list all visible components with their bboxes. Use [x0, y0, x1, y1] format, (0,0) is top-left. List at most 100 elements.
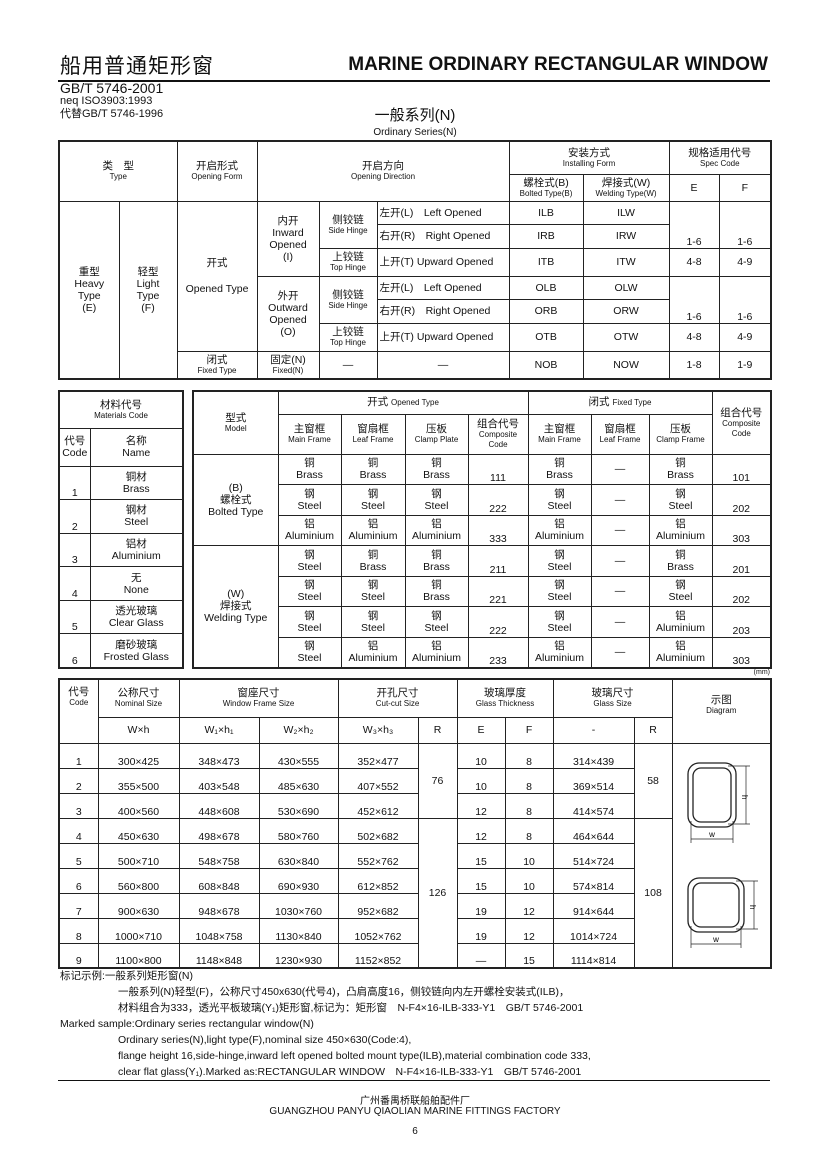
- code-irb: IRB: [508, 223, 584, 249]
- material-code: 3: [58, 532, 91, 568]
- dir-right: 右开(R) Right Opened: [376, 298, 510, 324]
- size-cell: 15: [456, 867, 506, 894]
- cell-text: 上铰链: [332, 326, 364, 338]
- material-row: 4 无 None: [58, 566, 184, 601]
- size-cell: 19: [456, 917, 506, 944]
- material-cn: 铝: [431, 640, 442, 652]
- cell-text: 重型: [78, 265, 100, 278]
- composite-code: 222: [467, 606, 529, 638]
- size-cell: 1100×800: [97, 942, 180, 969]
- cell-text: 固定(N): [270, 353, 306, 366]
- material-cn: 铜: [431, 457, 442, 470]
- size-cell: 5: [58, 842, 99, 869]
- fixed-type: 闭式 Fixed Type: [176, 350, 258, 380]
- size-cell: 574×814: [552, 867, 635, 894]
- material-en: Brass: [296, 469, 323, 482]
- side-hinge: 侧铰链 Side Hinge: [318, 275, 378, 324]
- material-cell: 铝 Aluminium: [404, 636, 469, 668]
- material-en: Steel: [297, 621, 322, 634]
- cell-text: Spec Code: [699, 158, 740, 168]
- material-en: Steel: [297, 499, 322, 512]
- size-cell: 498×678: [178, 817, 260, 844]
- size-cell: 630×840: [258, 842, 339, 869]
- header-leaf-frame: 窗扇框 Leaf Frame: [340, 413, 406, 455]
- material-name-en: Steel: [124, 516, 149, 529]
- size-row: 5 500×710 548×758 630×840 552×762 15 10 514×724: [58, 842, 771, 869]
- header-opening-direction: 开启方向 Opening Direction: [256, 140, 510, 202]
- cell-text: 示图: [710, 694, 732, 706]
- material-name: 铜材 Brass: [89, 465, 184, 501]
- cell-text: [687, 762, 737, 828]
- size-cell: 407×552: [337, 767, 419, 794]
- material-en: Steel: [361, 591, 385, 604]
- cell-text: 材料代号: [100, 398, 142, 411]
- size-cell: 608×848: [178, 867, 260, 894]
- size-row: 9 1100×800 1148×848 1230×930 1152×852 —15 1114…: [58, 942, 771, 969]
- title-en: MARINE ORDINARY RECTANGULAR WINDOW: [348, 54, 768, 75]
- header-opening-form: 开启形式 Opening Form: [176, 140, 258, 202]
- material-en: Steel: [361, 499, 385, 512]
- material-cell: 钢 Steel: [277, 575, 342, 607]
- cell-text: Composite Code: [478, 430, 518, 449]
- cell-text: [687, 877, 745, 933]
- cell-text: 侧铰链: [332, 213, 364, 226]
- series-en: Ordinary Series(N): [373, 127, 457, 138]
- header-diagram: 示图 Diagram: [671, 678, 772, 744]
- material-cell: 铜 Brass: [404, 453, 469, 485]
- size-cell: 690×930: [258, 867, 339, 894]
- cell-text: Type: [136, 289, 160, 302]
- size-cell: 1130×840: [258, 917, 339, 944]
- size-cell: 2: [58, 767, 99, 794]
- model-bolted-text: 螺栓式: [220, 493, 252, 506]
- dash: —: [590, 453, 650, 485]
- cell-text: Glass Thickness: [475, 699, 535, 709]
- note-line: clear flat glass(Y₁).Marked as:RECTANGUL…: [118, 1066, 582, 1078]
- material-cell: 钢 Steel: [340, 484, 406, 516]
- material-cn: 铜: [431, 579, 442, 592]
- cell-text: 开孔尺寸: [376, 687, 419, 700]
- size-cell: 10: [504, 867, 554, 894]
- subheader-cell: W₃×h₃: [337, 716, 419, 744]
- material-row: 3 铝材 Aluminium: [58, 532, 184, 568]
- material-cn: 铝: [431, 518, 442, 531]
- header-thickness: 玻璃厚度 Glass Thickness: [456, 678, 554, 718]
- dir-left: 左开(L) Left Opened: [376, 275, 510, 300]
- size-cell: 1030×760: [258, 892, 339, 919]
- material-cn: 钢: [304, 548, 315, 561]
- code-olb: OLB: [508, 275, 584, 300]
- material-code: 4: [58, 566, 91, 601]
- spec-f: 4-9: [718, 322, 772, 352]
- model-welding: (W) 焊接式 Welding Type: [192, 545, 279, 668]
- model-welding-text: 焊接式: [220, 600, 252, 613]
- material-cn: 钢: [554, 548, 565, 561]
- size-cell: 348×473: [178, 742, 260, 769]
- material-cell: 钢 Steel: [527, 606, 592, 638]
- opened-type: 开式 Opened Type: [176, 200, 258, 352]
- fixed-n: 固定(N) Fixed(N): [256, 350, 320, 380]
- cell-text: Leaf Frame: [599, 435, 641, 444]
- dash: —: [590, 636, 650, 668]
- size-cell: 314×439: [552, 742, 635, 769]
- material-cn: 钢: [554, 609, 565, 622]
- diagram-cell: w h w h: [671, 742, 772, 969]
- std-replaces: 代替GB/T 5746-1996: [60, 108, 164, 120]
- dash: —: [590, 545, 650, 577]
- material-cell: 铝 Aluminium: [527, 514, 592, 546]
- size-row: 8 1000×710 1048×758 1130×840 1052×762 19 12 101…: [58, 917, 771, 944]
- size-cell: 448×608: [178, 792, 260, 819]
- size-cell: 355×500: [97, 767, 180, 794]
- material-en: Aluminium: [284, 530, 334, 543]
- material-en: Brass: [423, 591, 450, 604]
- code-itw: ITW: [582, 247, 670, 277]
- header-fixed: 闭式 Fixed Type: [527, 390, 713, 415]
- size-cell: 914×644: [552, 892, 635, 919]
- cell-text: (O): [280, 325, 296, 338]
- cell-text: [692, 767, 732, 823]
- model-welding-text: Welding Type: [204, 612, 268, 625]
- dir-right: 右开(R) Right Opened: [376, 223, 510, 249]
- cell-text: Cut-cut Size: [375, 699, 420, 709]
- size-cell: —: [456, 942, 506, 969]
- material-name: 磨砂玻璃 Frosted Glass: [89, 633, 184, 669]
- material-en: Aluminium: [656, 652, 706, 664]
- material-cn: 钢: [431, 609, 442, 622]
